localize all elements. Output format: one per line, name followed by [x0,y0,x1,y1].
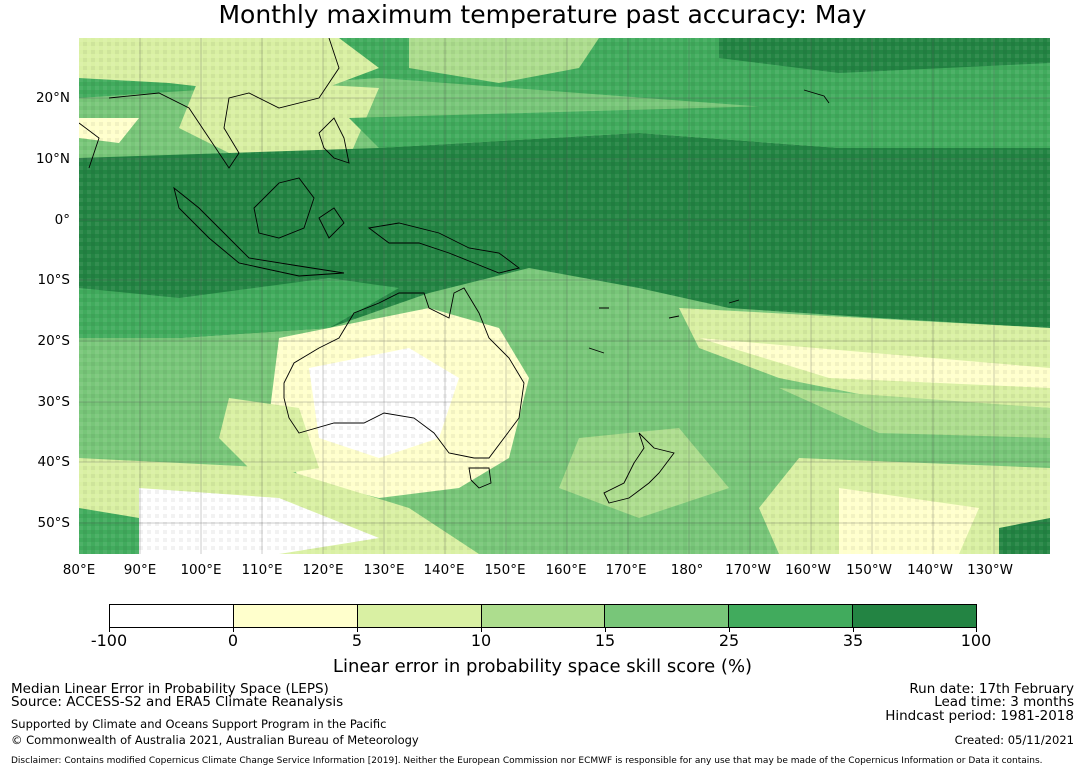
leps-description: Median Linear Error in Probability Space… [11,681,329,697]
colorbar-label-15: 15 [594,631,616,650]
tasmania-coast [468,467,492,489]
map-title: Monthly maximum temperature past accurac… [218,0,867,29]
colorbar-label-25: 25 [718,631,740,650]
new-guinea-coast [367,222,521,274]
borneo-coast [253,177,315,239]
colorbar-bin-35-100 [853,605,977,627]
colorbar-tick [109,628,110,632]
colorbar-label-10: 10 [470,631,492,650]
lon-label-120e: 120°E [302,562,344,578]
skill-field [79,38,1050,554]
lon-label-140w: 140°W [907,562,953,578]
lat-label-20n: 20°N [35,90,70,106]
colorbar-bin-15-25 [605,605,730,627]
created-date: Created: 05/11/2021 [954,733,1074,747]
philippines-coast [318,117,350,164]
colorbar-tick [481,628,482,632]
coastlines [79,38,830,504]
colorbar-tick [976,628,977,632]
colorbar [109,604,977,628]
lead-time: Lead time: 3 months [934,694,1074,710]
pacific-islands [588,89,830,354]
lon-label-170w: 170°W [725,562,771,578]
lon-label-130e: 130°E [363,562,405,578]
colorbar-tick [605,628,606,632]
colorbar-tick [853,628,854,632]
colorbar-bin-25-35 [729,605,854,627]
colorbar-label-35: 35 [842,631,864,650]
colorbar-bin-10-15 [481,605,606,627]
lon-label-180: 180° [670,562,704,578]
india-coast [79,122,100,169]
lon-label-110e: 110°E [241,562,283,578]
colorbar-label-100: 100 [960,631,992,650]
colorbar-tick [729,628,730,632]
lon-label-160w: 160°W [785,562,831,578]
colorbar-label-0: 0 [227,631,239,650]
support-credit: Supported by Climate and Oceans Support … [11,717,387,731]
skill-score-map [79,38,1050,554]
colorbar-tick [357,628,358,632]
colorbar-bin-5-10 [357,605,482,627]
lon-label-150e: 150°E [484,562,526,578]
australia-coast [283,287,525,459]
sulawesi-coast [318,207,345,239]
lon-label-100e: 100°E [180,562,222,578]
lat-label-50s: 50°S [37,515,71,531]
lon-label-80e: 80°E [62,562,96,578]
lon-label-140e: 140°E [423,562,465,578]
lon-label-130w: 130°W [967,562,1013,578]
graticule [79,38,1050,554]
data-source: Source: ACCESS-S2 and ERA5 Climate Reana… [11,694,344,710]
lat-label-10n: 10°N [35,151,70,167]
indochina-coast [108,38,340,169]
colorbar-bin-0-5 [233,605,358,627]
lon-label-150w: 150°W [846,562,892,578]
lat-label-0: 0° [54,212,70,228]
new-zealand-coast [603,432,675,504]
lat-label-30s: 30°S [37,394,71,410]
colorbar-label-5: 5 [351,631,363,650]
lon-label-160e: 160°E [545,562,587,578]
lat-label-20s: 20°S [37,333,71,349]
colorbar-title: Linear error in probability space skill … [332,656,753,677]
lon-label-90e: 90°E [123,562,157,578]
colorbar-label-neg100: -100 [90,631,128,650]
colorbar-bin-neg100-0 [110,605,234,627]
lat-label-10s: 10°S [37,272,71,288]
lat-label-40s: 40°S [37,454,71,470]
run-date: Run date: 17th February [909,681,1074,697]
disclaimer: Disclaimer: Contains modified Copernicus… [11,756,1043,766]
hindcast-period: Hindcast period: 1981-2018 [885,708,1074,724]
copyright: © Commonwealth of Australia 2021, Austra… [11,733,419,747]
lon-label-170e: 170°E [605,562,647,578]
colorbar-tick [233,628,234,632]
sumatra-java-coast [173,186,345,277]
